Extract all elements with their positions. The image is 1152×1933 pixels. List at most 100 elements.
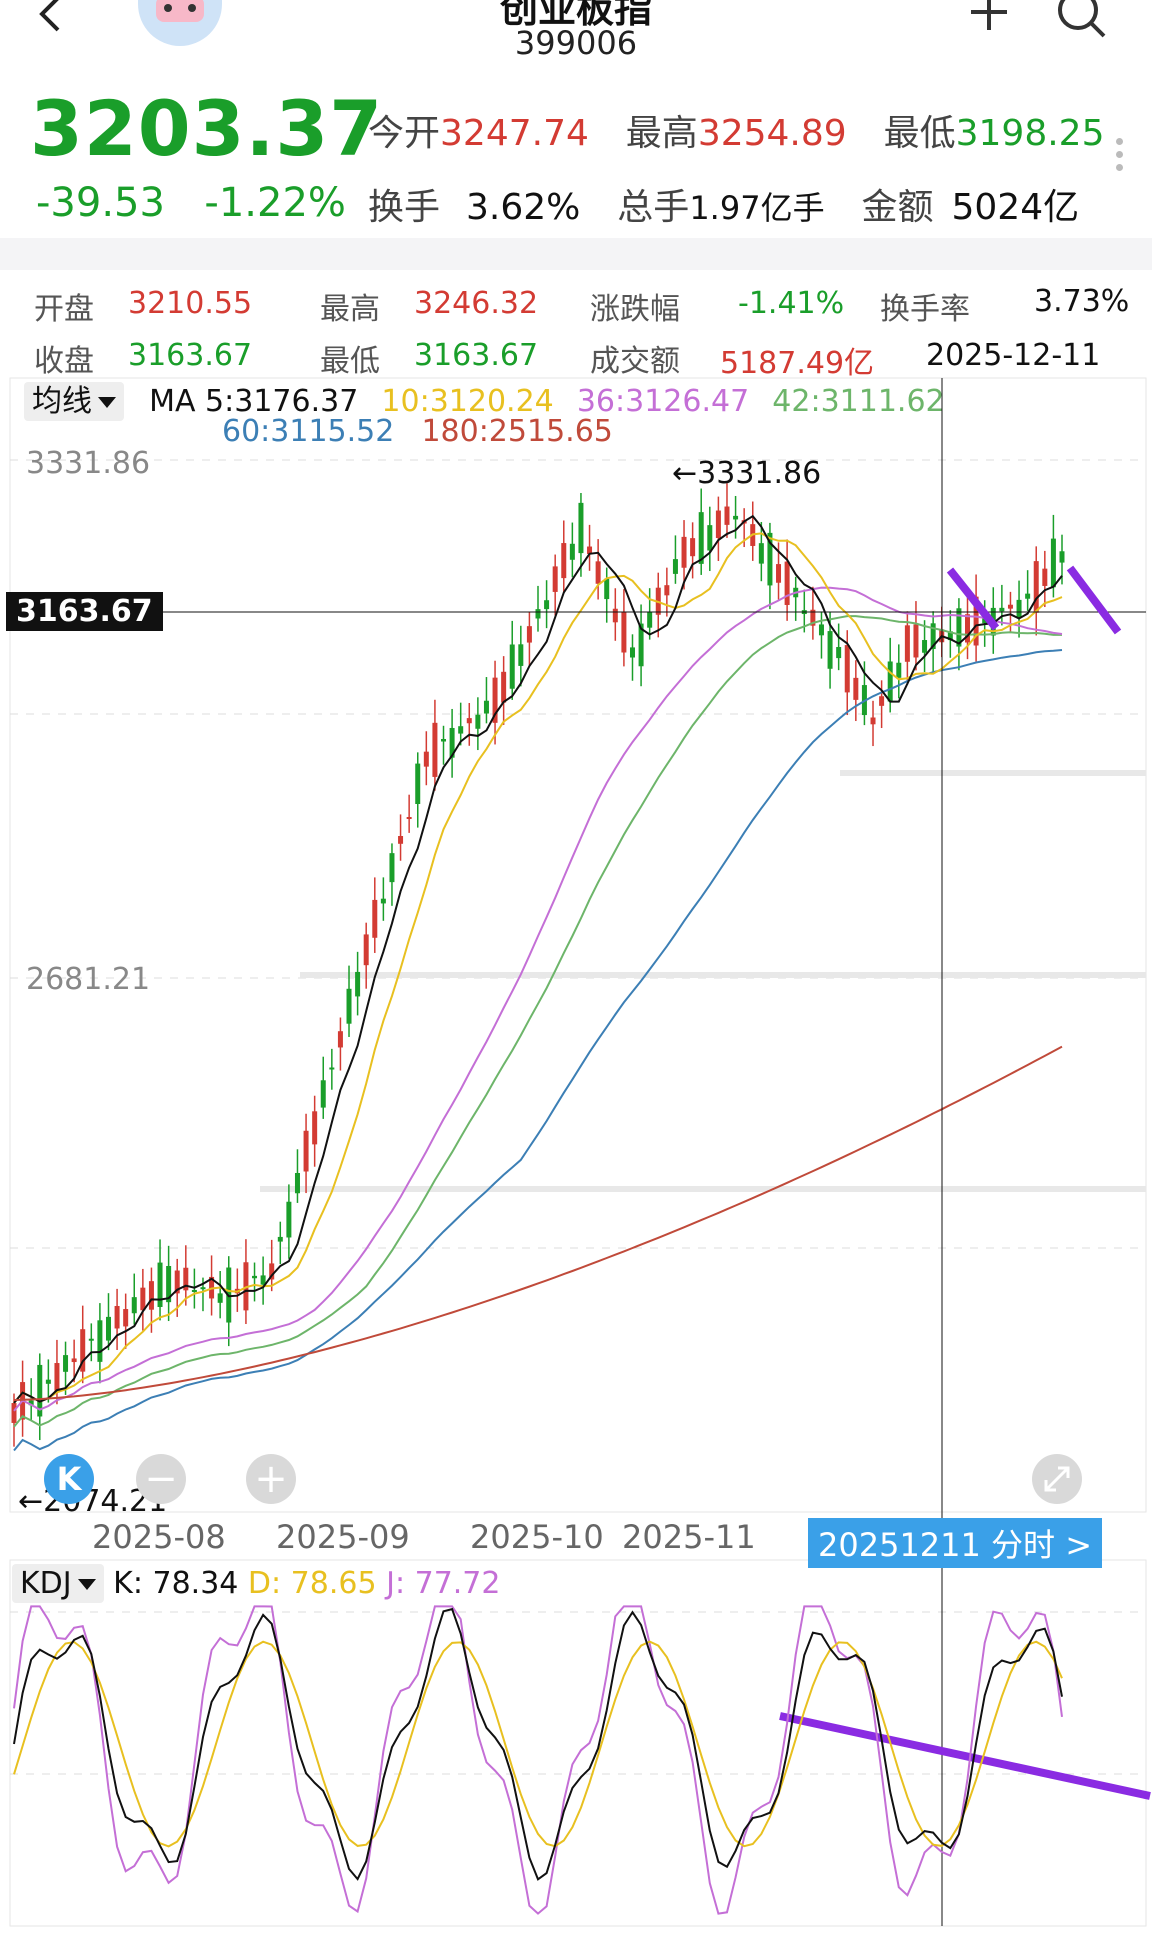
bar-open: 3210.55 bbox=[128, 286, 253, 321]
ma-legend: 均线 MA 5:3176.37 10:3120.24 36:3126.47 42… bbox=[24, 376, 945, 421]
low-value: 3198.25 bbox=[955, 113, 1105, 154]
candle-body bbox=[406, 817, 412, 820]
candle-body bbox=[37, 1364, 43, 1417]
candle-body bbox=[999, 607, 1005, 612]
candle-body bbox=[380, 898, 386, 904]
candle-body bbox=[578, 502, 584, 554]
candle-body bbox=[492, 677, 498, 723]
candle-body bbox=[260, 1275, 266, 1285]
candle-body bbox=[561, 543, 567, 579]
open-value: 3247.74 bbox=[440, 113, 589, 154]
candle-body bbox=[105, 1316, 111, 1341]
caret-down-icon bbox=[77, 1579, 96, 1590]
candle-body bbox=[123, 1309, 129, 1327]
ma42-line bbox=[13, 615, 1062, 1428]
candle-body bbox=[423, 751, 429, 767]
amount-value: 5024亿 bbox=[951, 187, 1080, 228]
bar-low: 3163.67 bbox=[414, 338, 539, 373]
candle-body bbox=[337, 1031, 343, 1048]
candle-body bbox=[303, 1130, 309, 1172]
candle-body bbox=[870, 717, 876, 725]
candle-body bbox=[363, 934, 369, 966]
more-icon[interactable] bbox=[1116, 138, 1124, 178]
candle-body bbox=[329, 1067, 335, 1070]
candle-body bbox=[664, 585, 670, 596]
ma42-value: 42:3111.62 bbox=[772, 384, 945, 419]
intraday-link[interactable]: 20251211 分时 > bbox=[808, 1518, 1103, 1568]
candle-body bbox=[922, 640, 928, 653]
candle-body bbox=[355, 971, 361, 997]
change-percent: -1.22% bbox=[204, 180, 346, 226]
ma36-value: 36:3126.47 bbox=[576, 384, 750, 419]
annotation-trendline bbox=[779, 1712, 1151, 1800]
candle-body bbox=[629, 647, 635, 658]
candle-body bbox=[1059, 551, 1065, 563]
add-button[interactable] bbox=[964, 0, 1014, 40]
candle-body bbox=[904, 625, 910, 662]
plus-icon bbox=[971, 0, 1007, 30]
ma60-value: 60:3115.52 bbox=[222, 414, 395, 449]
candle-body bbox=[621, 612, 627, 653]
candle-body bbox=[114, 1305, 120, 1329]
zoom-in-button[interactable]: + bbox=[246, 1454, 296, 1504]
search-icon bbox=[1058, 0, 1106, 38]
bar-amount: 5187.49亿 bbox=[720, 346, 875, 381]
arrow-left-icon: ← bbox=[18, 1484, 44, 1519]
candle-body bbox=[28, 1400, 34, 1406]
chart-frame bbox=[9, 377, 1147, 1513]
y-top-label: 3331.86 bbox=[26, 446, 151, 481]
candle-body bbox=[1007, 604, 1013, 609]
kdj-j-line bbox=[13, 1605, 1063, 1915]
candle-body bbox=[818, 624, 824, 636]
candle-body bbox=[913, 624, 919, 658]
candle-body bbox=[458, 726, 464, 734]
ma-selector[interactable]: 均线 bbox=[24, 382, 124, 421]
candle-body bbox=[398, 836, 404, 844]
fullscreen-button[interactable] bbox=[1032, 1454, 1082, 1504]
candle-body bbox=[965, 614, 971, 643]
candle-body bbox=[879, 696, 885, 706]
candle-body bbox=[707, 525, 713, 551]
kdj-selector[interactable]: KDJ bbox=[12, 1564, 104, 1603]
candle-body bbox=[552, 566, 558, 592]
bar-turnover: 3.73% bbox=[1034, 284, 1130, 319]
gap-band-0 bbox=[840, 770, 1146, 776]
ma180-value: 180:2515.65 bbox=[421, 414, 613, 449]
candle-body bbox=[449, 727, 455, 758]
candle-body bbox=[956, 608, 962, 647]
candle-body bbox=[1050, 538, 1056, 588]
bar-close: 3163.67 bbox=[128, 338, 253, 373]
back-button[interactable] bbox=[30, 0, 70, 34]
candle-body bbox=[518, 644, 524, 666]
quote-row-2: 换手 3.62% 总手1.97亿手 金额 5024亿 bbox=[368, 187, 1080, 228]
bar-pct: -1.41% bbox=[738, 286, 845, 321]
candle-body bbox=[217, 1293, 223, 1303]
candle-body bbox=[595, 561, 601, 584]
ma10-line bbox=[13, 532, 1063, 1404]
k-logo-icon[interactable]: K bbox=[44, 1454, 94, 1504]
candle-body bbox=[638, 623, 644, 667]
candle-body bbox=[853, 677, 859, 700]
candle-body bbox=[88, 1338, 94, 1341]
candle-body bbox=[526, 626, 532, 643]
candle-body bbox=[1016, 599, 1022, 618]
candle-body bbox=[758, 543, 764, 564]
ma5-line bbox=[13, 514, 1063, 1404]
gap-band-2 bbox=[260, 1186, 1146, 1192]
candle-body bbox=[71, 1358, 77, 1363]
zoom-out-button[interactable]: − bbox=[136, 1454, 186, 1504]
candle-body bbox=[501, 671, 507, 703]
candle-body bbox=[372, 899, 378, 938]
candle-body bbox=[157, 1262, 163, 1307]
candle-body bbox=[1025, 593, 1031, 599]
candle-body bbox=[312, 1111, 318, 1145]
candle-body bbox=[681, 536, 687, 568]
candle-body bbox=[174, 1270, 180, 1294]
candle-body bbox=[896, 662, 902, 678]
candle-body bbox=[11, 1403, 17, 1423]
kdj-frame bbox=[9, 1559, 1147, 1927]
ma36-line bbox=[13, 586, 1063, 1412]
search-button[interactable] bbox=[1050, 0, 1110, 46]
y-mid-label: 2681.21 bbox=[26, 962, 151, 997]
